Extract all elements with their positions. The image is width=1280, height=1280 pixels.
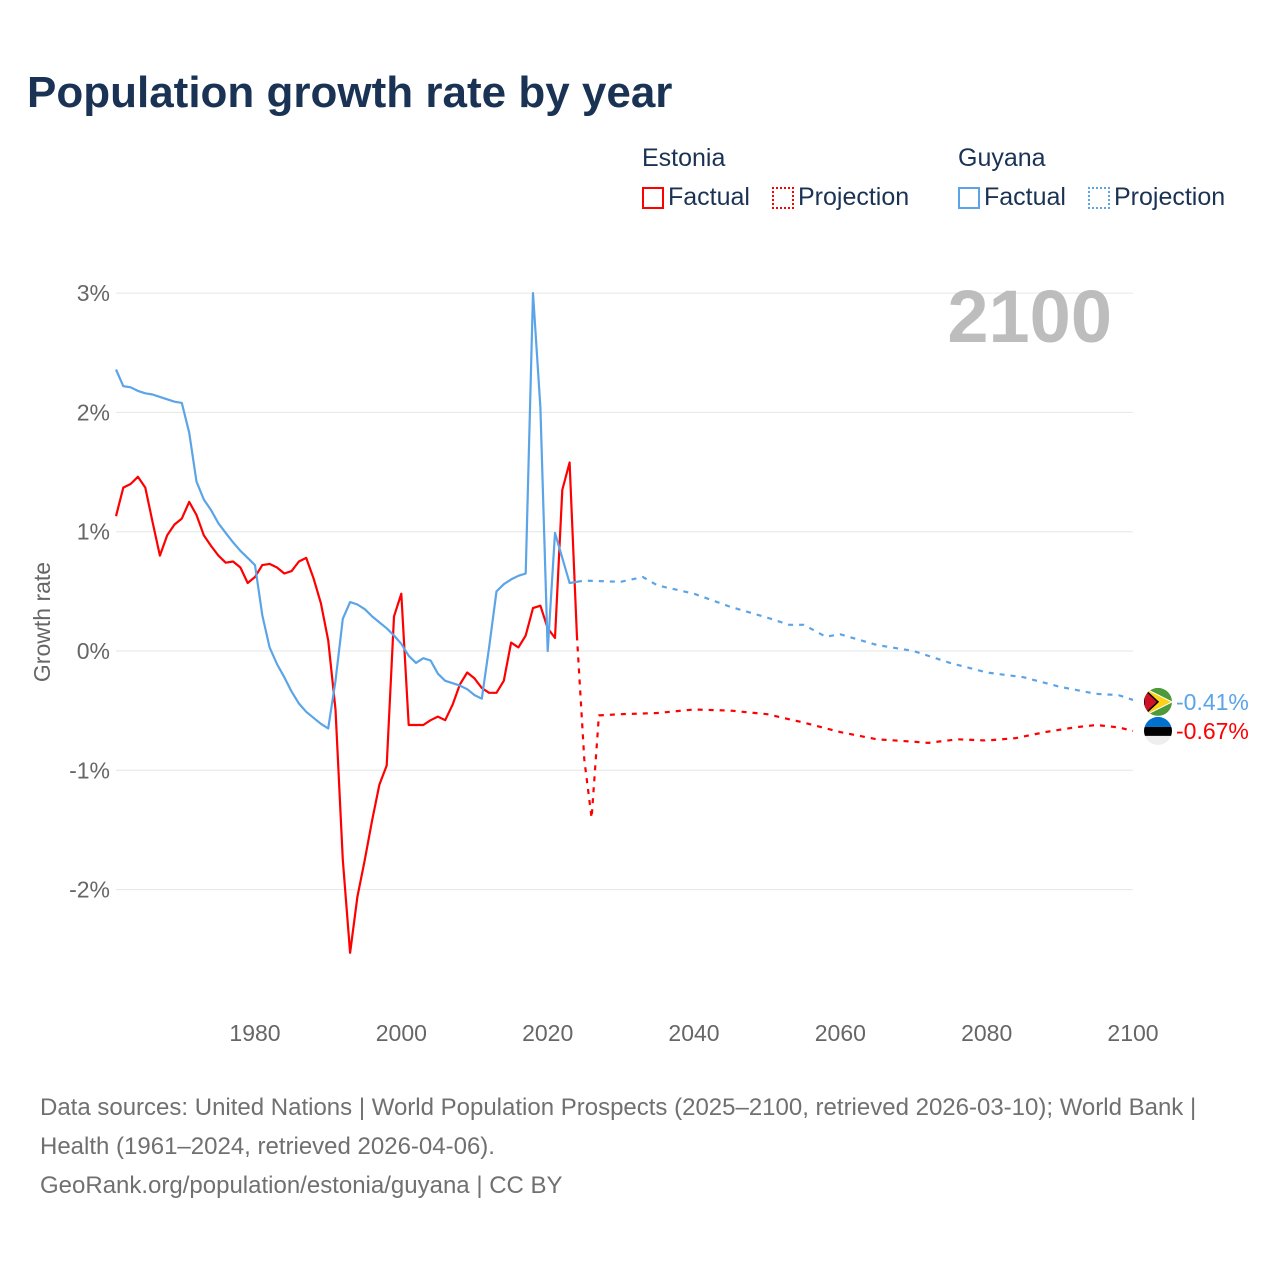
y-tick-label: 1% (77, 519, 110, 545)
y-tick-label: 0% (77, 638, 110, 664)
x-tick-label: 2080 (961, 1020, 1012, 1046)
legend-item-projection[interactable]: Projection (771, 183, 910, 212)
series-line-estonia-projection (575, 635, 1134, 820)
legend-guyana: Guyana Factual Projection (958, 144, 1241, 212)
y-tick-label: -1% (69, 757, 110, 783)
data-sources: Data sources: United Nations | World Pop… (40, 1094, 1197, 1160)
x-tick-label: 1980 (229, 1020, 280, 1046)
swatch-dotted-icon (1087, 186, 1110, 209)
x-tick-label: 2100 (1107, 1020, 1158, 1046)
legend-item-projection[interactable]: Projection (1087, 183, 1226, 212)
y-tick-label: 2% (77, 399, 110, 425)
end-value-label: -0.67% (1176, 718, 1249, 744)
y-axis-label: Growth rate (29, 562, 55, 682)
x-tick-label: 2020 (522, 1020, 573, 1046)
legend-item-factual[interactable]: Factual (958, 183, 1066, 212)
swatch-solid-icon (642, 186, 664, 209)
year-label: 2100 (947, 275, 1112, 358)
legend-label: Factual (984, 183, 1066, 211)
legend-heading: Estonia (642, 144, 726, 172)
series-line-guyana-projection (576, 575, 1134, 701)
guyana-flag-icon (1144, 687, 1172, 716)
legend-label: Projection (797, 183, 910, 211)
y-tick-label: 3% (77, 280, 110, 306)
legend-label: Projection (1113, 183, 1226, 211)
swatch-dotted-icon (771, 186, 794, 209)
y-tick-label: -2% (69, 877, 110, 903)
end-value-label: -0.41% (1176, 689, 1249, 715)
page-title: Population growth rate by year (27, 68, 673, 117)
legend-estonia: Estonia Factual Projection (642, 144, 925, 212)
footer: Data sources: United Nations | World Pop… (40, 1088, 1240, 1205)
x-tick-label: 2000 (376, 1020, 427, 1046)
swatch-solid-icon (958, 186, 980, 209)
series-line-estonia-factual (114, 461, 578, 954)
legend-label: Factual (668, 183, 750, 211)
x-tick-label: 2040 (668, 1020, 719, 1046)
series-line-guyana-factual (114, 292, 578, 730)
estonia-flag-icon (1144, 716, 1172, 745)
legend-heading: Guyana (958, 144, 1046, 172)
x-tick-label: 2060 (815, 1020, 866, 1046)
legend-item-factual[interactable]: Factual (642, 183, 750, 212)
source-link[interactable]: GeoRank.org/population/estonia/guyana | … (40, 1172, 563, 1199)
